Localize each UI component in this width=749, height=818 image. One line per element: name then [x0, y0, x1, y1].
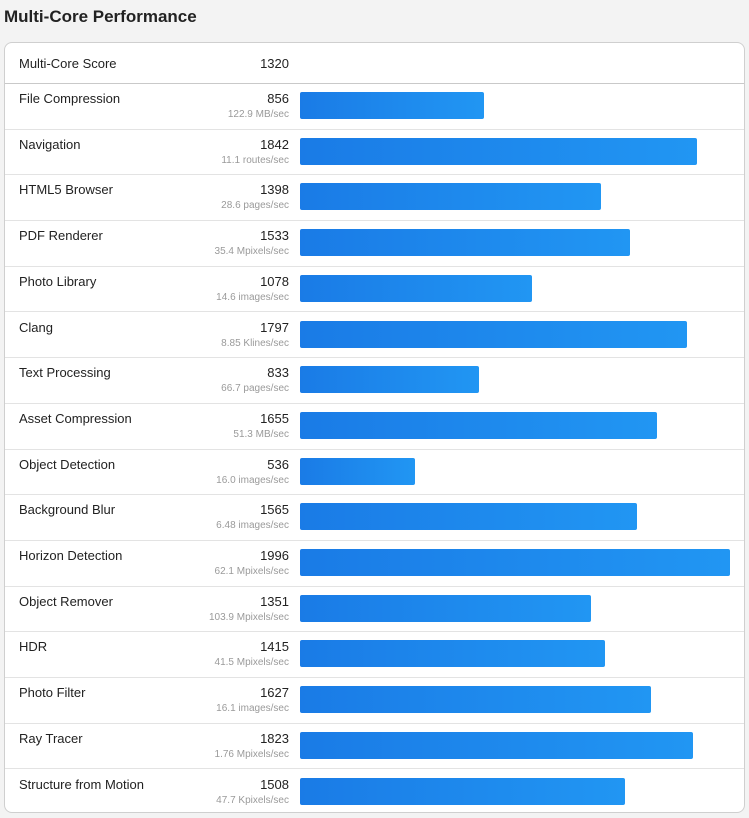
- benchmark-row: Structure from Motion 1508 47.7 Kpixels/se…: [5, 770, 744, 813]
- score-bar: [300, 274, 532, 302]
- benchmark-score: 833: [267, 365, 289, 381]
- benchmark-score: 1508: [260, 776, 289, 792]
- benchmark-name: HTML5 Browser: [19, 182, 113, 198]
- score-bar: [300, 183, 601, 211]
- benchmark-unit: 14.6 images/sec: [216, 291, 289, 303]
- score-bar: [300, 92, 484, 119]
- score-bar: [300, 686, 651, 714]
- benchmark-score: 1398: [260, 182, 289, 198]
- score-bar: [300, 777, 625, 805]
- summary-score: 1320: [260, 56, 289, 71]
- benchmark-score: 1823: [260, 730, 289, 746]
- benchmark-score: 1415: [260, 639, 289, 655]
- benchmark-unit: 11.1 routes/sec: [221, 154, 289, 166]
- benchmark-name: Text Processing: [19, 365, 111, 381]
- benchmark-unit: 6.48 images/sec: [216, 520, 289, 532]
- benchmark-unit: 35.4 Mpixels/sec: [214, 246, 289, 258]
- score-bar: [300, 640, 605, 668]
- benchmark-unit: 28.6 pages/sec: [221, 200, 289, 212]
- benchmark-row: Photo Filter 1627 16.1 images/sec: [5, 678, 744, 724]
- benchmark-row: Text Processing 833 66.7 pages/sec: [5, 358, 744, 404]
- benchmark-row: Photo Library 1078 14.6 images/sec: [5, 267, 744, 313]
- benchmark-name: Photo Filter: [19, 685, 86, 701]
- benchmark-name: Background Blur: [19, 502, 116, 518]
- page-title: Multi-Core Performance: [4, 7, 197, 26]
- benchmark-unit: 103.9 Mpixels/sec: [208, 611, 289, 623]
- benchmark-row: Ray Tracer 1823 1.76 Mpixels/sec: [5, 724, 744, 770]
- summary-row: Multi-Core Score 1320: [5, 43, 744, 84]
- score-bar: [300, 503, 637, 531]
- score-bar: [300, 320, 687, 348]
- benchmark-name: Asset Compression: [19, 410, 132, 426]
- benchmark-name: Photo Library: [19, 273, 97, 289]
- benchmark-row: Object Remover 1351 103.9 Mpixels/sec: [5, 587, 744, 633]
- benchmark-name: Object Detection: [19, 456, 116, 472]
- benchmark-score: 1996: [260, 548, 289, 563]
- score-bar: [300, 457, 415, 485]
- benchmark-score: 1565: [260, 502, 289, 518]
- benchmark-score: 1842: [260, 136, 289, 152]
- benchmark-unit: 16.1 images/sec: [216, 703, 289, 715]
- benchmark-row: HDR 1415 41.5 Mpixels/sec: [5, 632, 744, 679]
- results-table: Multi-Core Score 1320 File Compression 85…: [4, 42, 745, 813]
- benchmark-score: 536: [267, 456, 289, 472]
- score-bar: [300, 366, 479, 394]
- score-bar: [300, 731, 693, 759]
- benchmark-score: 1655: [260, 410, 289, 426]
- benchmark-name: Object Remover: [19, 593, 113, 609]
- benchmark-score: 1351: [260, 593, 289, 609]
- benchmark-row: Clang 1797 8.85 Klines/sec: [5, 313, 744, 359]
- benchmark-row: Background Blur 1565 6.48 images/sec: [5, 495, 744, 541]
- benchmark-name: Ray Tracer: [19, 730, 83, 746]
- benchmark-row: Object Detection 536 16.0 images/sec: [5, 450, 744, 496]
- benchmark-unit: 47.7 Kpixels/sec: [216, 794, 289, 806]
- benchmark-unit: 1.76 Mpixels/sec: [214, 748, 289, 760]
- benchmark-row: HTML5 Browser 1398 28.6 pages/sec: [5, 175, 744, 222]
- score-bar: [300, 549, 730, 576]
- benchmark-score: 1078: [260, 273, 289, 289]
- benchmark-name: PDF Renderer: [19, 228, 103, 244]
- benchmark-score: 1627: [260, 685, 289, 701]
- benchmark-row: Asset Compression 1655 51.3 MB/sec: [5, 404, 744, 450]
- score-bar: [300, 137, 697, 165]
- benchmark-name: HDR: [19, 639, 48, 655]
- benchmark-unit: 51.3 MB/sec: [233, 428, 289, 440]
- benchmark-score: 856: [267, 91, 289, 106]
- summary-label: Multi-Core Score: [19, 56, 117, 71]
- score-bar: [300, 411, 657, 439]
- benchmark-unit: 122.9 MB/sec: [227, 109, 289, 120]
- benchmark-unit: 66.7 pages/sec: [221, 383, 289, 395]
- benchmark-score: 1533: [260, 228, 289, 244]
- benchmark-row: Navigation 1842 11.1 routes/sec: [5, 130, 744, 176]
- benchmark-unit: 16.0 images/sec: [216, 474, 289, 486]
- benchmark-unit: 8.85 Klines/sec: [221, 337, 289, 349]
- benchmark-name: Horizon Detection: [19, 548, 123, 563]
- benchmark-name: Structure from Motion: [19, 776, 144, 792]
- benchmark-name: Clang: [19, 319, 53, 335]
- benchmark-name: File Compression: [19, 91, 121, 106]
- benchmark-name: Navigation: [19, 136, 81, 152]
- benchmark-row: File Compression 856 122.9 MB/sec: [5, 84, 744, 130]
- benchmark-row: Horizon Detection 1996 62.1 Mpixels/sec: [5, 541, 744, 587]
- benchmark-unit: 62.1 Mpixels/sec: [214, 566, 289, 577]
- score-bar: [300, 229, 630, 257]
- benchmark-unit: 41.5 Mpixels/sec: [214, 657, 289, 669]
- score-bar: [300, 594, 591, 622]
- benchmark-score: 1797: [260, 319, 289, 335]
- benchmark-row: PDF Renderer 1533 35.4 Mpixels/sec: [5, 221, 744, 267]
